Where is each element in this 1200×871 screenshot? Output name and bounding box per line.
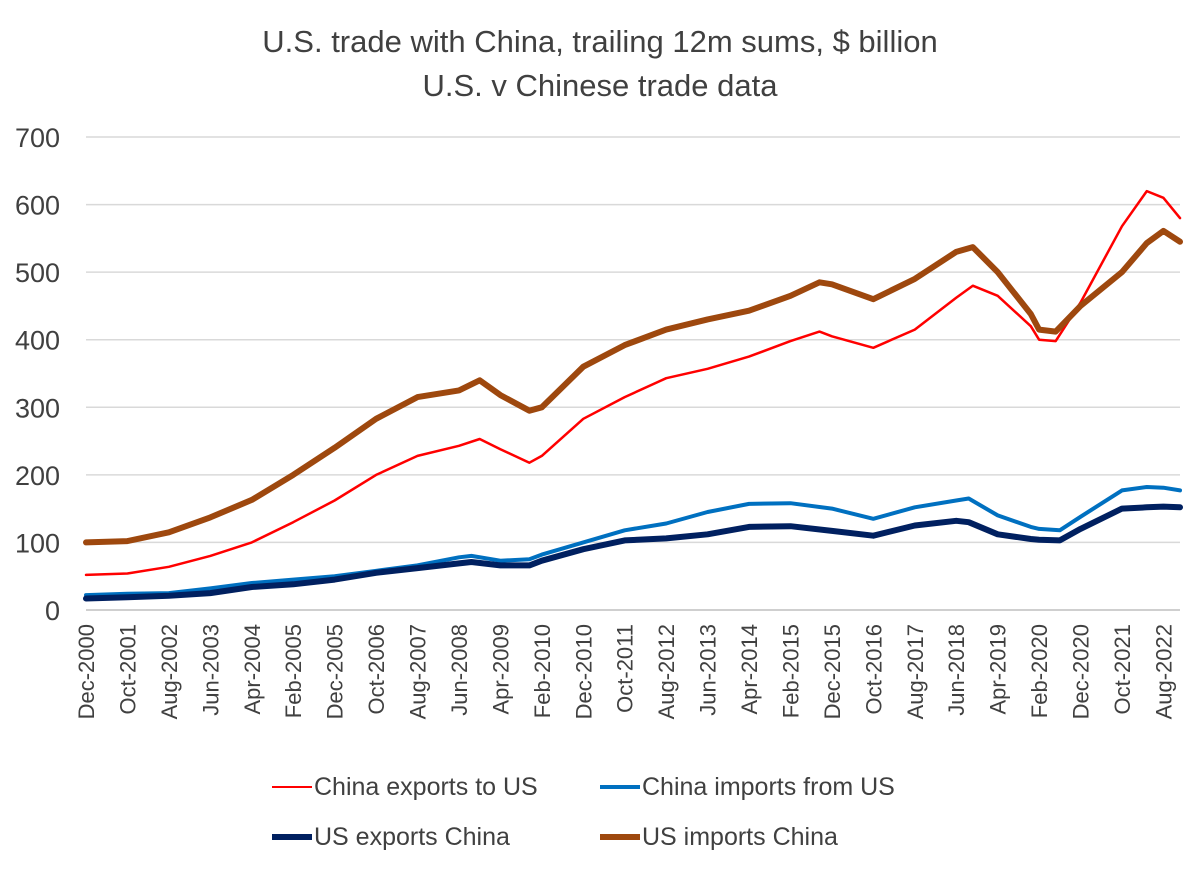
x-tick-label: Apr-2014	[737, 624, 762, 715]
y-tick-label: 700	[15, 123, 60, 153]
x-tick-label: Aug-2002	[157, 624, 182, 719]
x-tick-label: Dec-2000	[74, 624, 99, 719]
chart-title: U.S. trade with China, trailing 12m sums…	[262, 24, 938, 59]
legend-item-china-exports: China exports to US	[272, 772, 538, 802]
series-line-us-imports-china	[83, 227, 1183, 546]
series-lines	[83, 189, 1183, 602]
x-tick-label: Dec-2010	[571, 624, 596, 719]
legend-label: China exports to US	[314, 772, 538, 801]
x-tick-label: Jun-2013	[696, 624, 721, 716]
series-line-us-exports-china	[83, 503, 1183, 602]
x-tick-label: Feb-2020	[1027, 624, 1052, 718]
x-tick-label: Apr-2004	[240, 624, 265, 715]
x-tick-label: Oct-2016	[861, 624, 886, 715]
legend-item-us-imports: US imports China	[600, 822, 838, 852]
legend-swatch	[272, 834, 312, 841]
series-line-china-imports-from-us	[84, 485, 1182, 598]
legend-swatch	[272, 786, 312, 789]
x-tick-label: Apr-2009	[488, 624, 513, 715]
legend-label: US exports China	[314, 822, 510, 851]
x-tick-label: Jun-2003	[198, 624, 223, 716]
legend-label: US imports China	[642, 822, 838, 851]
x-tick-label: Feb-2005	[281, 624, 306, 718]
y-tick-label: 200	[15, 461, 60, 491]
x-tick-label: Aug-2017	[903, 624, 928, 719]
x-tick-label: Jun-2018	[944, 624, 969, 716]
legend-swatch	[600, 785, 640, 790]
y-tick-label: 600	[15, 191, 60, 221]
x-tick-label: Oct-2001	[115, 624, 140, 715]
gridlines	[86, 136, 1180, 544]
legend-swatch	[600, 834, 640, 841]
x-tick-label: Dec-2020	[1069, 624, 1094, 719]
x-tick-label: Aug-2022	[1151, 624, 1176, 719]
y-tick-label: 300	[15, 393, 60, 423]
x-tick-label: Dec-2005	[323, 624, 348, 719]
tick-labels: 0 100 200 300 400 500 600 700 Dec-2000 Oct-2001 Au…	[15, 123, 1176, 719]
x-tick-label: Apr-2019	[986, 624, 1011, 715]
x-tick-label: Dec-2015	[820, 624, 845, 719]
x-tick-label: Feb-2010	[530, 624, 555, 718]
series-line-china-exports-to-us	[84, 189, 1182, 577]
y-tick-label: 400	[15, 326, 60, 356]
x-tick-label: Jun-2008	[447, 624, 472, 716]
legend-item-china-imports: China imports from US	[600, 772, 895, 802]
x-tick-label: Oct-2011	[613, 624, 638, 713]
x-tick-label: Oct-2021	[1110, 624, 1135, 715]
y-tick-label: 0	[45, 596, 60, 626]
legend-item-us-exports: US exports China	[272, 822, 510, 852]
x-tick-label: Oct-2006	[364, 624, 389, 715]
legend-label: China imports from US	[642, 772, 895, 801]
chart-subtitle: U.S. v Chinese trade data	[422, 68, 778, 103]
y-tick-label: 100	[15, 528, 60, 558]
x-tick-label: Aug-2007	[406, 624, 431, 719]
x-tick-label: Feb-2015	[778, 624, 803, 718]
x-tick-label: Aug-2012	[654, 624, 679, 719]
y-tick-label: 500	[15, 258, 60, 288]
